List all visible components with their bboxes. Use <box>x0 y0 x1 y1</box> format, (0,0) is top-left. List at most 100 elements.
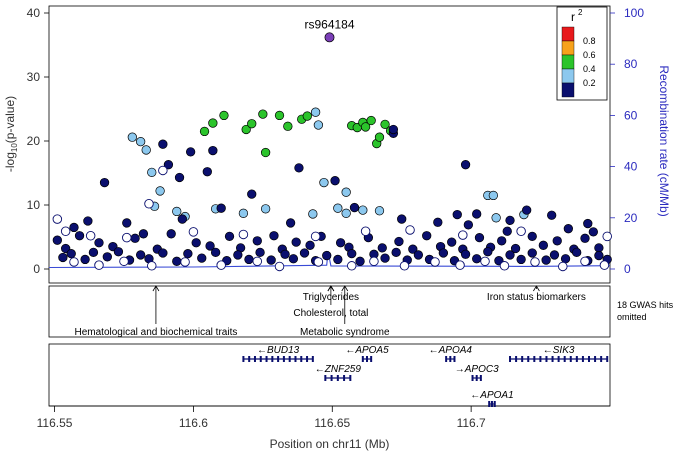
snp-point <box>172 206 182 217</box>
snp-point <box>74 231 85 241</box>
y-left-tick-label: 0 <box>33 262 40 276</box>
snp-point <box>285 218 296 228</box>
snp-point <box>374 132 385 142</box>
gene-exon <box>600 356 603 362</box>
snp-point <box>52 235 62 245</box>
snp-point <box>144 198 154 209</box>
snp-point <box>288 254 299 264</box>
legend-swatch <box>561 68 575 84</box>
x-tick-label: 116.7 <box>457 416 486 430</box>
snp-point <box>88 247 99 258</box>
gene-exon <box>557 356 560 362</box>
snp-point <box>135 136 146 147</box>
snp-point <box>158 248 168 258</box>
snp-point <box>163 160 174 170</box>
legend-swatch <box>561 40 575 56</box>
snp-point <box>224 231 235 242</box>
snp-point <box>255 247 265 258</box>
gene-exon <box>324 375 327 381</box>
gene-exon <box>515 356 518 362</box>
gene-label: ←APOA5 <box>345 345 389 356</box>
y-left-tick-label: 10 <box>27 198 41 212</box>
snp-point <box>516 254 526 265</box>
snp-point <box>502 226 512 236</box>
gene-exon <box>509 356 512 362</box>
snp-point <box>260 147 271 158</box>
snp-point <box>341 187 351 197</box>
snp-point <box>405 225 415 235</box>
snp-point <box>252 256 263 267</box>
snp-point <box>274 110 285 121</box>
snp-point <box>541 255 551 265</box>
snp-point <box>497 236 507 246</box>
gene-exon <box>445 356 448 362</box>
legend-bin-label: 0.6 <box>583 50 596 60</box>
gene-exon <box>490 401 493 407</box>
snp-point <box>422 231 432 241</box>
snp-point <box>208 118 218 128</box>
snp-point <box>335 238 346 248</box>
snp-point <box>472 209 482 219</box>
snp-point <box>138 229 149 239</box>
gwas-trait-label: Metabolic syndrome <box>300 327 390 338</box>
snp-point <box>527 248 537 258</box>
snp-point <box>460 249 471 259</box>
gwas-trait-label: Cholesterol, total <box>293 308 368 319</box>
legend-title: r <box>571 10 575 24</box>
y-left-tick-label: 30 <box>27 70 41 84</box>
snp-point <box>241 124 251 135</box>
gene-exon <box>282 356 285 362</box>
snp-point <box>322 250 332 261</box>
gene-exon <box>265 356 268 362</box>
gene-exon <box>449 356 452 362</box>
legend-swatch <box>561 82 575 98</box>
gene-exon <box>539 356 542 362</box>
snp-point <box>346 261 357 271</box>
gwas-hit-arrow <box>327 285 335 292</box>
snp-point <box>594 243 604 253</box>
gene-exon <box>361 356 364 362</box>
snp-point <box>599 260 610 270</box>
snp-point <box>216 260 226 270</box>
gene-exon <box>479 375 482 381</box>
snp-point <box>572 247 582 258</box>
snp-point <box>299 248 310 258</box>
snp-point <box>341 208 351 218</box>
snp-point <box>258 109 268 119</box>
snp-point <box>460 160 471 170</box>
snp-point <box>69 257 79 267</box>
snp-point <box>397 214 407 224</box>
snp-point <box>355 256 365 266</box>
snp-point <box>552 236 562 246</box>
snp-point <box>488 190 499 201</box>
snp-point <box>310 107 321 117</box>
snp-point <box>399 261 410 271</box>
gene-exon <box>488 401 491 407</box>
snp-point <box>580 233 590 243</box>
gene-exon <box>306 356 309 362</box>
snp-point <box>333 254 343 265</box>
gene-exon <box>311 356 314 362</box>
y-left-title-prefix: -log <box>3 152 17 172</box>
snp-point <box>380 119 390 130</box>
gwas-trait-label: Iron status biomarkers <box>487 292 586 303</box>
snp-point <box>602 231 612 242</box>
snp-point <box>438 248 449 258</box>
snp-point <box>472 254 482 264</box>
snp-point <box>260 204 271 214</box>
gene-label: →APOC3 <box>455 364 499 375</box>
snp-point <box>394 236 404 247</box>
snp-point <box>238 229 249 240</box>
snp-point <box>135 250 146 260</box>
y-right-tick-label: 20 <box>624 211 638 225</box>
snp-point <box>274 261 285 272</box>
snp-point <box>247 189 257 199</box>
gene-exon <box>330 375 333 381</box>
y-left-tick-label: 40 <box>27 6 41 20</box>
y-right-tick-label: 60 <box>624 108 638 122</box>
legend-title-superscript: 2 <box>578 8 583 17</box>
snp-point <box>310 231 321 242</box>
x-tick-label: 116.55 <box>37 416 73 430</box>
x-tick-label: 116.6 <box>179 416 208 430</box>
snp-point <box>177 214 187 224</box>
